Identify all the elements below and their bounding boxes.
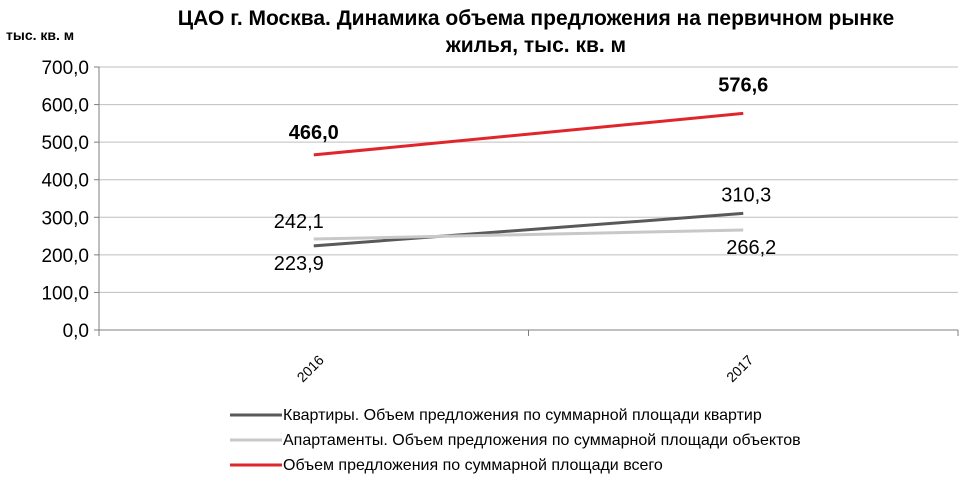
y-axis-unit-label: тыс. кв. м <box>6 27 74 43</box>
legend-label-1: Квартиры. Объем предложения по суммарной… <box>283 407 762 424</box>
data-label: 310,3 <box>721 184 771 206</box>
y-tick-label: 200,0 <box>41 246 89 267</box>
y-tick-label: 100,0 <box>41 283 89 304</box>
y-tick-label: 500,0 <box>41 133 89 154</box>
data-labels: 223,9 310,3 242,1 266,2 466,0 576,6 <box>274 74 777 275</box>
series-lines <box>313 111 744 248</box>
y-tick-label: 400,0 <box>41 171 89 192</box>
y-tick-label: 300,0 <box>41 208 89 229</box>
data-label: 223,9 <box>274 253 324 275</box>
x-tick-label: 2017 <box>723 352 756 385</box>
x-tick-label: 2016 <box>294 352 327 385</box>
series-line-3 <box>313 111 744 157</box>
axes: 0,0 100,0 200,0 300,0 400,0 500,0 600,0 700,0 20… <box>41 58 959 385</box>
data-label: 466,0 <box>289 122 339 144</box>
y-tick-label: 700,0 <box>41 58 89 79</box>
data-label: 266,2 <box>726 237 776 259</box>
data-label: 576,6 <box>718 74 768 96</box>
y-tick-label: 0,0 <box>63 321 89 342</box>
series-line-1 <box>313 211 744 248</box>
y-tick-label: 600,0 <box>41 96 89 117</box>
series-line-2 <box>313 228 744 241</box>
data-label: 242,1 <box>274 211 324 233</box>
chart-title-line2: жилья, тыс. кв. м <box>445 34 626 57</box>
chart-title-line1: ЦАО г. Москва. Динамика объема предложен… <box>178 7 894 30</box>
legend-label-2: Апартаменты. Объем предложения по суммар… <box>283 432 801 449</box>
legend: Квартиры. Объем предложения по суммарной… <box>230 407 801 474</box>
legend-label-3: Объем предложения по суммарной площади в… <box>283 457 663 474</box>
grid-lines <box>99 66 958 331</box>
